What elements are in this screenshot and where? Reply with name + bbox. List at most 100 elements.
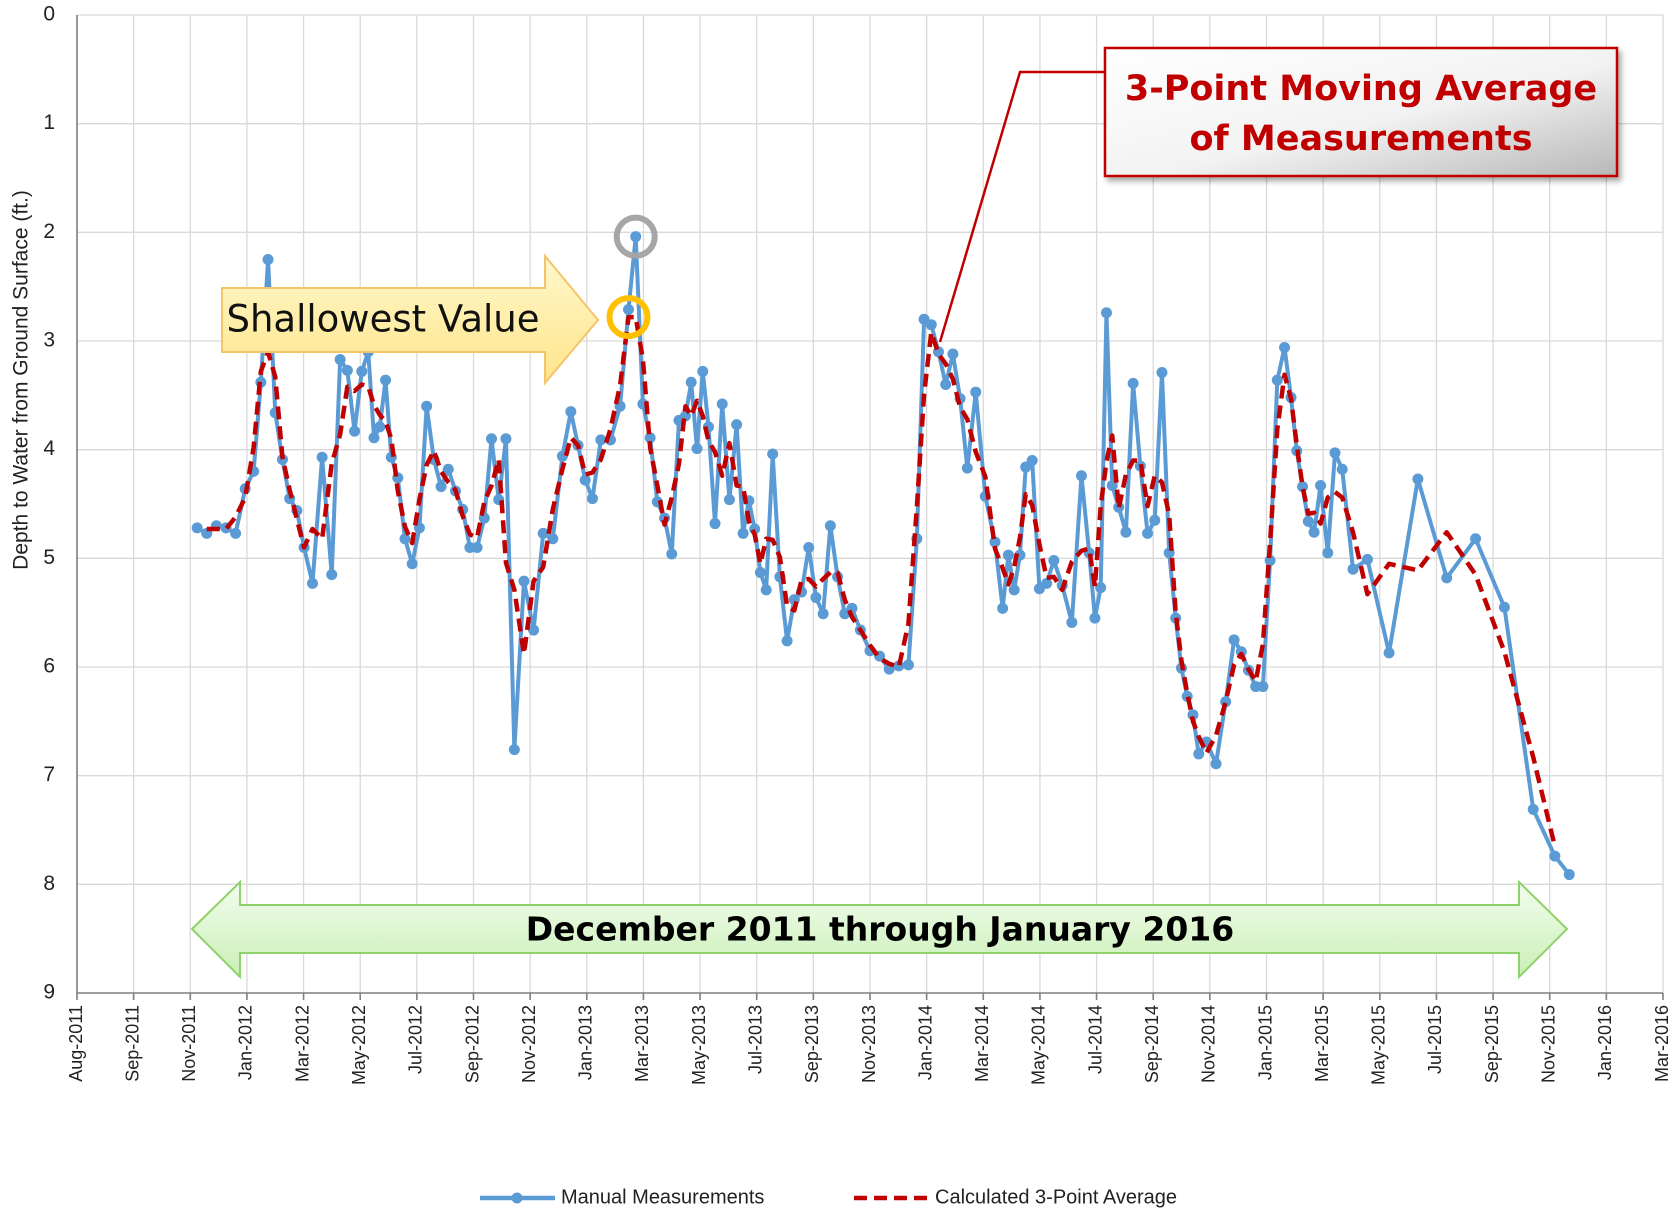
data-point: [1026, 455, 1038, 467]
data-point: [925, 319, 937, 331]
y-tick-label: 3: [43, 329, 55, 352]
plot-area: 0 1 2 3 4 5 6 7 8 9 Aug-2011 Sep-2011 Nov-2011 Jan-20…: [43, 3, 1671, 1086]
data-point: [961, 462, 973, 474]
x-tick-label: Jul-2014: [1085, 1005, 1105, 1074]
data-point: [1549, 850, 1561, 862]
shallowest-arrow: [221, 253, 600, 386]
x-tick-label: Mar-2016: [1652, 1005, 1672, 1082]
data-point: [1149, 514, 1161, 526]
data-point: [1308, 526, 1320, 538]
data-point: [902, 659, 914, 671]
shallowest-text: Shallowest Value: [227, 298, 540, 341]
data-point: [754, 566, 766, 578]
x-tick-label: Nov-2014: [1199, 1005, 1219, 1083]
moving-average-text: 3-Point Moving Average: [1125, 69, 1597, 109]
data-point: [1095, 582, 1107, 594]
data-point: [1322, 547, 1334, 559]
data-point: [547, 533, 559, 545]
data-point: [508, 744, 520, 756]
y-tick-label: 4: [43, 437, 55, 460]
x-tick-label: Jan-2014: [915, 1005, 935, 1080]
data-point: [760, 584, 772, 596]
moving-average-annotation: 3-Point Moving Average of Measurements: [938, 46, 1619, 343]
highlight-ring: [606, 295, 651, 340]
x-tick-label: Jan-2013: [576, 1005, 596, 1080]
data-point: [716, 398, 728, 410]
x-tick-label: Mar-2015: [1312, 1005, 1332, 1082]
data-point: [1156, 367, 1168, 379]
data-point: [1257, 681, 1269, 693]
data-point: [406, 558, 418, 570]
data-point: [191, 522, 203, 534]
data-point: [1470, 533, 1482, 545]
data-point: [1048, 555, 1060, 567]
leader-line: [938, 70, 1105, 343]
x-tick-label: Nov-2012: [519, 1005, 539, 1083]
data-point: [586, 493, 598, 505]
data-point: [1228, 634, 1240, 646]
x-tick-label: Jul-2012: [406, 1005, 426, 1074]
moving-average-box: [1103, 46, 1619, 178]
y-axis-label: Depth to Water from Ground Surface (ft.): [10, 190, 33, 570]
data-point: [326, 569, 338, 581]
period-text: December 2011 through January 2016: [526, 910, 1234, 949]
data-point: [579, 474, 591, 486]
data-point: [399, 533, 411, 545]
data-point: [997, 602, 1009, 614]
data-point: [1075, 470, 1087, 482]
x-tick-label: Jan-2012: [236, 1005, 256, 1080]
data-point: [1347, 563, 1359, 575]
data-point: [500, 433, 512, 445]
x-tick-label: Mar-2012: [292, 1005, 312, 1082]
x-tick-label: May-2013: [689, 1005, 709, 1085]
data-point: [1441, 572, 1453, 584]
data-point: [1008, 584, 1020, 596]
data-point: [486, 433, 498, 445]
data-point: [1361, 553, 1373, 565]
data-point: [644, 432, 656, 444]
series-line: [206, 314, 1558, 847]
data-point: [1066, 616, 1078, 628]
data-point: [622, 303, 634, 315]
data-point: [1412, 473, 1424, 485]
x-tick-label: Nov-2013: [859, 1005, 879, 1083]
data-point: [1383, 647, 1395, 659]
data-point: [435, 481, 447, 493]
data-point: [537, 527, 549, 539]
data-point: [989, 536, 1001, 548]
data-point: [1302, 515, 1314, 527]
data-point: [349, 425, 361, 437]
data-point: [691, 443, 703, 455]
data-point: [666, 548, 678, 560]
y-tick-label: 0: [43, 3, 55, 26]
data-point: [1210, 758, 1222, 770]
data-point: [817, 608, 829, 620]
y-tick-label: 7: [43, 763, 55, 786]
period-annotation: December 2011 through January 2016: [190, 879, 1569, 980]
data-point: [1089, 612, 1101, 624]
data-point: [1329, 447, 1341, 459]
data-point: [630, 231, 642, 243]
data-point: [276, 453, 288, 465]
data-point: [262, 254, 274, 265]
highlights: [606, 214, 658, 340]
y-tick-label: 2: [43, 220, 55, 243]
data-point: [334, 353, 346, 365]
data-point: [970, 386, 982, 398]
legend-label: Calculated 3-Point Average: [935, 1186, 1177, 1208]
data-point: [737, 527, 749, 539]
data-point: [518, 575, 530, 587]
data-point: [306, 577, 318, 589]
data-point: [421, 400, 433, 412]
data-point: [595, 434, 607, 446]
data-point: [368, 432, 380, 444]
data-point: [1527, 803, 1539, 815]
data-point: [471, 541, 483, 553]
data-point: [565, 406, 577, 418]
x-tick-label: Jul-2013: [745, 1005, 765, 1074]
data-point: [1336, 463, 1348, 475]
x-tick-label: Jan-2015: [1255, 1005, 1275, 1080]
data-point: [380, 374, 392, 386]
